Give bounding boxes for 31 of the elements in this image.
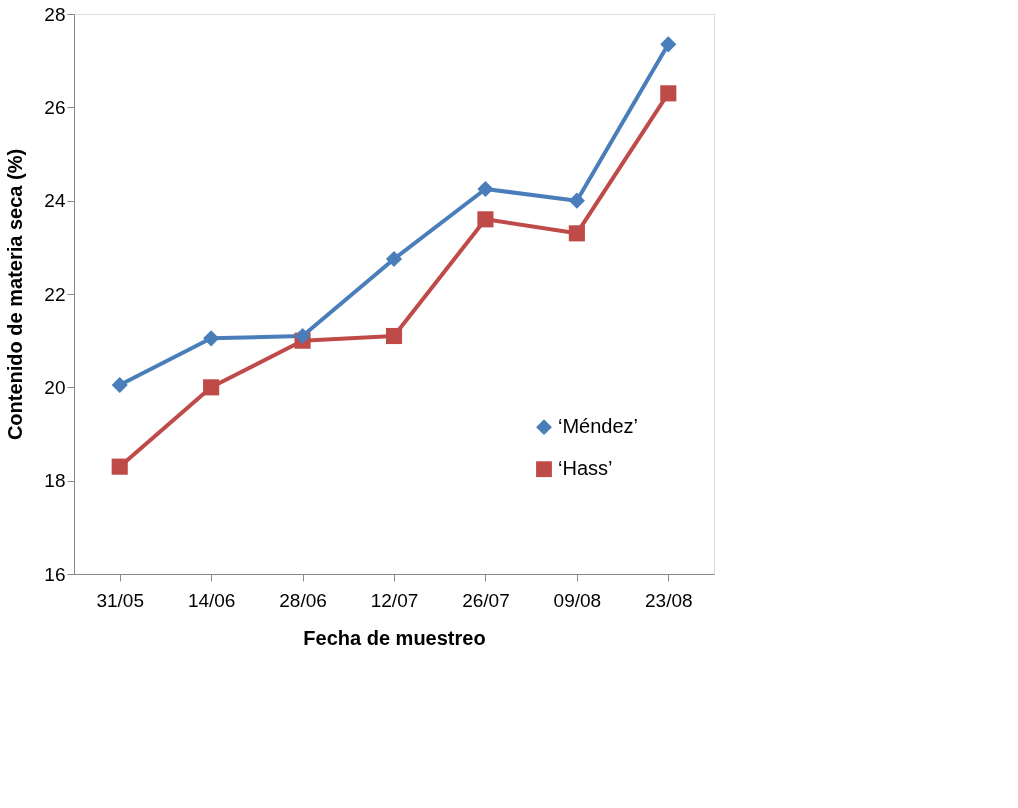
point	[294, 327, 311, 345]
point	[477, 180, 494, 198]
point	[568, 225, 585, 242]
point	[385, 327, 403, 345]
x-tick-label: 26/07	[462, 589, 510, 611]
y-tick-label: 20	[44, 376, 66, 398]
x-tick-label: 23/08	[645, 589, 693, 611]
y-axis-title: Contenido de materia seca (%)	[4, 148, 27, 441]
point	[660, 36, 677, 53]
y-tick-label: 22	[44, 283, 66, 305]
x-axis-title: Fecha de muestreo	[303, 626, 486, 649]
point	[568, 192, 585, 209]
point	[203, 330, 220, 347]
x-tick-label: 28/06	[279, 589, 327, 611]
point	[660, 85, 677, 102]
y-tick-label: 16	[44, 563, 66, 585]
point	[203, 379, 220, 396]
point	[477, 211, 494, 228]
x-tick-label: 14/06	[187, 589, 236, 611]
x-tick-label: 12/07	[370, 589, 419, 611]
point	[385, 250, 403, 268]
y-tick-label: 26	[44, 96, 66, 118]
point	[111, 376, 128, 394]
y-tick-label: 24	[44, 190, 66, 212]
y-tick-label: 18	[44, 470, 66, 492]
legend-label: ‘Méndez’	[558, 415, 639, 438]
point	[111, 458, 128, 475]
y-tick-label: 28	[44, 3, 66, 25]
x-tick-label: 31/05	[96, 589, 144, 611]
x-tick-label: 09/08	[553, 589, 602, 611]
legend-label: ‘Hass’	[558, 457, 613, 480]
